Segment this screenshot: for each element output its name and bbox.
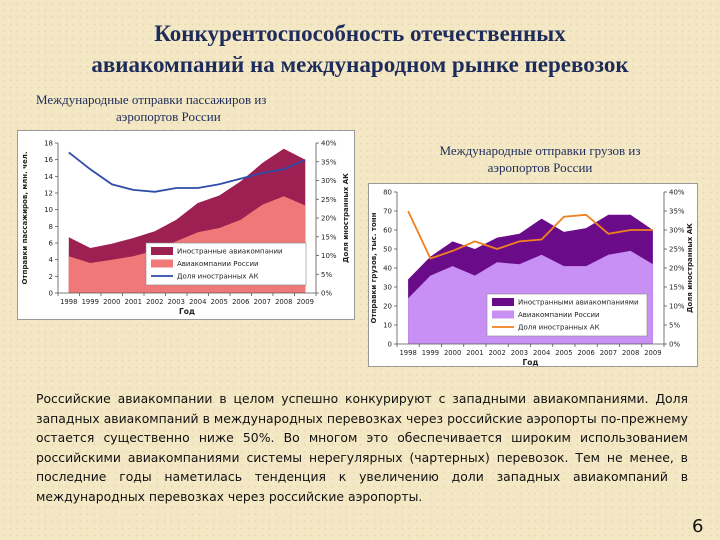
x-tick-label: 2002 [488, 349, 505, 357]
x-tick-label: 2006 [577, 349, 594, 357]
x-tick-label: 2008 [622, 349, 639, 357]
x-tick-label: 2002 [146, 298, 163, 306]
y-tick-label: 16 [44, 156, 53, 164]
legend-swatch [151, 259, 173, 268]
y2-tick-label: 0% [321, 290, 332, 298]
cargo-heading-line-1: Международные отправки грузов из [439, 143, 641, 158]
body-paragraph: Российские авиакомпании в целом успешно … [36, 391, 688, 504]
x-tick-label: 2009 [297, 298, 314, 306]
y2-tick-label: 40% [669, 189, 685, 197]
y2-tick-label: 20% [669, 265, 685, 273]
x-tick-label: 2000 [444, 349, 461, 357]
x-tick-label: 2008 [275, 298, 292, 306]
y2-tick-label: 25% [669, 246, 685, 254]
y2-tick-label: 15% [669, 284, 685, 292]
x-axis-title: Год [523, 358, 539, 366]
y-tick-label: 40 [383, 265, 392, 273]
y-tick-label: 12 [44, 190, 53, 198]
legend-label: Доля иностранных АК [518, 324, 600, 332]
cargo-chart-heading: Международные отправки грузов из аэропор… [395, 142, 685, 176]
y2-tick-label: 10% [321, 252, 337, 260]
x-tick-label: 2003 [168, 298, 185, 306]
x-tick-label: 2001 [466, 349, 483, 357]
y2-axis-title: Доля иностранных АК [686, 223, 694, 313]
passenger-chart-panel: 0 2 4 6 8 10 12 14 16 18 0% 5% 10% 15% 20% 25% 30% 35% 40%… [17, 130, 355, 320]
x-tick-label: 2000 [103, 298, 120, 306]
y-tick-label: 60 [383, 227, 392, 235]
passenger-chart-heading: Международные отправки пассажиров из аэр… [36, 91, 366, 125]
y-tick-label: 18 [44, 140, 53, 148]
y2-tick-label: 5% [321, 271, 332, 279]
x-tick-label: 2001 [125, 298, 142, 306]
y-tick-label: 80 [383, 189, 392, 197]
title-line-1: Конкурентоспособность отечественных [154, 21, 566, 46]
cargo-heading-line-2: аэропортов России [487, 160, 593, 175]
y-tick-label: 2 [49, 273, 53, 281]
y2-tick-label: 25% [321, 196, 337, 204]
slide-title: Конкурентоспособность отечественных авиа… [0, 18, 720, 80]
y-axis-title: Отправки пассажиров, млн. чел. [21, 151, 29, 284]
y2-tick-label: 35% [669, 208, 685, 216]
series-line-share [407, 210, 653, 260]
legend-label: Иностранные авиакомпании [177, 248, 283, 256]
x-axis-title: Год [179, 307, 195, 316]
x-tick-label: 2007 [254, 298, 271, 306]
x-tick-label: 2005 [211, 298, 228, 306]
y-tick-label: 0 [49, 290, 53, 298]
y-tick-label: 0 [388, 341, 392, 349]
y2-tick-label: 20% [321, 215, 337, 223]
y-tick-label: 10 [383, 322, 392, 330]
x-tick-label: 2009 [644, 349, 661, 357]
title-line-2: авиакомпаний на международном рынке пере… [91, 52, 629, 77]
x-tick-label: 2005 [555, 349, 572, 357]
legend-label: Доля иностранных АК [177, 273, 259, 281]
cargo-chart-panel: 0 10 20 30 40 50 60 70 80 0% 5% 10% 15% 20% 25% 30% 35% 4… [368, 183, 698, 367]
y2-tick-label: 30% [669, 227, 685, 235]
legend-label: Авиакомпании России [518, 311, 600, 319]
page-number: 6 [692, 516, 704, 537]
x-tick-label: 2007 [600, 349, 617, 357]
passenger-heading-line-1: Международные отправки пассажиров из [36, 92, 267, 107]
y-tick-label: 30 [383, 284, 392, 292]
legend-label: Иностранными авиакомпаниями [518, 299, 639, 307]
x-tick-label: 2004 [533, 349, 550, 357]
y-tick-label: 4 [49, 256, 54, 264]
x-tick-label: 1998 [399, 349, 416, 357]
x-tick-label: 1999 [422, 349, 439, 357]
y-tick-label: 6 [49, 240, 54, 248]
x-tick-label: 1999 [82, 298, 99, 306]
y2-tick-label: 10% [669, 303, 685, 311]
x-tick-label: 2003 [511, 349, 528, 357]
y-tick-label: 50 [383, 246, 392, 254]
legend-swatch [151, 247, 173, 255]
y-tick-label: 8 [49, 223, 53, 231]
y2-tick-label: 35% [321, 158, 337, 166]
y-tick-label: 20 [383, 303, 392, 311]
y2-tick-label: 0% [669, 341, 680, 349]
passenger-heading-line-2: аэропортов России [116, 109, 221, 124]
cargo-chart: 0 10 20 30 40 50 60 70 80 0% 5% 10% 15% 20% 25% 30% 35% 4… [370, 189, 694, 367]
y-tick-label: 14 [44, 173, 53, 181]
series-line-share [68, 151, 306, 193]
y2-tick-label: 40% [321, 140, 337, 148]
y2-axis-title: Доля иностранных АК [342, 173, 350, 263]
legend-swatch [492, 310, 514, 319]
passenger-chart: 0 2 4 6 8 10 12 14 16 18 0% 5% 10% 15% 20% 25% 30% 35% 40%… [21, 140, 350, 317]
y-tick-label: 70 [383, 208, 392, 216]
x-tick-label: 2006 [232, 298, 249, 306]
y2-tick-label: 15% [321, 233, 337, 241]
y2-tick-label: 30% [321, 177, 337, 185]
y-tick-label: 10 [44, 206, 53, 214]
y2-tick-label: 5% [669, 322, 680, 330]
legend-swatch [492, 298, 514, 306]
x-tick-label: 1998 [60, 298, 77, 306]
legend-label: Авиакомпании России [177, 260, 259, 268]
y-axis-title: Отправки грузов, тыс. тонн [370, 212, 378, 323]
x-tick-label: 2004 [189, 298, 206, 306]
